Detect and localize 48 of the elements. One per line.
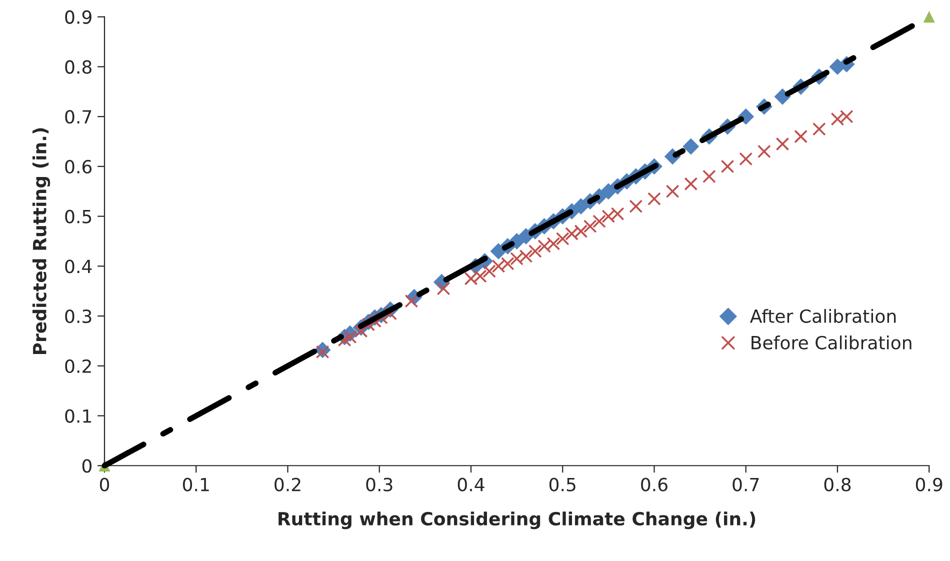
point	[776, 137, 790, 151]
point	[592, 214, 606, 228]
point	[757, 144, 771, 158]
point	[666, 184, 680, 198]
point	[583, 220, 597, 233]
y-tick-label: 0.4	[65, 260, 92, 274]
x-tick-label: 0.7	[732, 478, 759, 492]
y-tick-label: 0	[82, 459, 92, 473]
x-tick-label: 0.5	[549, 478, 576, 492]
y-tick-label: 0.8	[65, 60, 92, 74]
x-tick-label: 0.4	[458, 478, 484, 492]
point	[482, 264, 496, 278]
point	[774, 88, 791, 105]
point	[812, 122, 826, 136]
x-tick-label: 0.8	[824, 478, 851, 492]
point	[528, 244, 542, 258]
x-tick-label: 0.1	[182, 478, 209, 492]
y-tick-label: 0.1	[65, 409, 92, 423]
point	[794, 130, 808, 144]
y-tick-label: 0.9	[65, 10, 92, 24]
point	[556, 232, 570, 246]
legend-label: Before Calibration	[752, 336, 912, 350]
point	[343, 330, 357, 344]
y-tick-label: 0.5	[65, 210, 92, 224]
x-tick-label: 0.2	[274, 478, 300, 492]
legend-label: After Calibration	[750, 309, 896, 323]
point	[739, 152, 753, 166]
point	[648, 192, 661, 206]
point	[404, 294, 418, 308]
point	[436, 282, 450, 296]
y-axis-title: Predicted Rutting (in.)	[32, 128, 50, 354]
point	[684, 177, 698, 191]
point	[629, 200, 643, 214]
point	[720, 160, 734, 174]
point	[338, 333, 352, 347]
y-tick-label: 0.2	[65, 359, 91, 374]
y-tick-label: 0.3	[65, 309, 92, 324]
x-axis-title: Rutting when Considering Climate Change (in.)	[278, 512, 756, 530]
point	[682, 138, 700, 155]
x-tick-label: 0.3	[366, 478, 392, 492]
y-tick-label: 0.6	[65, 160, 92, 174]
point	[923, 11, 935, 23]
x-tick-label: 0.9	[916, 478, 942, 492]
x-tick-label: 0.6	[641, 478, 668, 492]
y-tick-label: 0.7	[65, 110, 92, 124]
point	[316, 345, 330, 359]
x-tick-label: 0	[100, 478, 110, 492]
point	[702, 170, 716, 184]
